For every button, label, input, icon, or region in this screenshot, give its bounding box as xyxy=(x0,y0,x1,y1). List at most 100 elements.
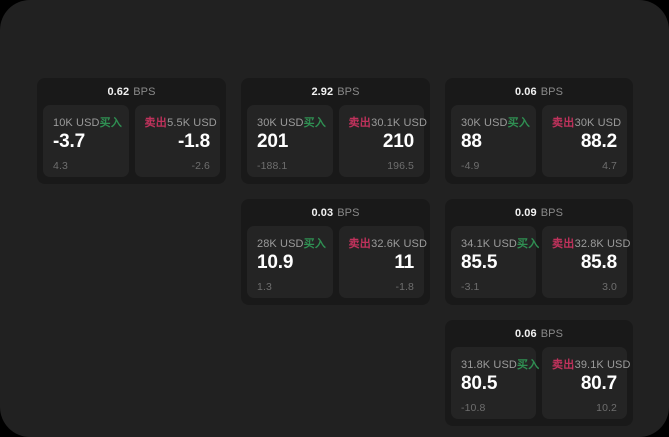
sell-price: 210 xyxy=(382,131,414,152)
spread-card[interactable]: 0.06 BPS 30K USD 买入 88 -4.9 卖出 30K USD 88.2 4.7 xyxy=(445,78,633,184)
bps-value: 0.09 xyxy=(514,207,537,219)
buy-price-row: 201 xyxy=(257,131,323,153)
sell-panel[interactable]: 卖出 39.1K USD 80.7 10.2 xyxy=(542,347,630,419)
bps-unit-label: BPS xyxy=(337,207,360,219)
sell-size-label: 32.8K USD xyxy=(574,238,631,250)
bps-value: 0.62 xyxy=(107,86,130,98)
buy-panel-top: 10K USD 买入 xyxy=(53,114,122,129)
bps-unit-label: BPS xyxy=(133,86,156,98)
buy-delta: 4.3 xyxy=(53,160,68,172)
sell-delta: -1.8 xyxy=(395,281,414,293)
sell-panel[interactable]: 卖出 30.1K USD 210 196.5 xyxy=(338,105,428,177)
bps-value: 0.06 xyxy=(514,328,537,340)
bps-unit-label: BPS xyxy=(337,86,360,98)
sell-size-label: 39.1K USD xyxy=(574,359,631,371)
buy-price-row: 80.5 xyxy=(461,373,526,395)
card-header: 0.62 BPS xyxy=(43,84,220,101)
buy-side-tag: 买入 xyxy=(99,117,123,129)
buy-delta: -188.1 xyxy=(257,160,288,172)
buy-delta: -4.9 xyxy=(461,160,480,172)
sell-side-tag: 卖出 xyxy=(144,117,168,129)
buy-delta-row: -10.8 xyxy=(461,398,526,414)
buy-delta: -3.1 xyxy=(461,281,480,293)
sell-panel-top: 卖出 39.1K USD xyxy=(552,356,630,371)
sell-side-tag: 卖出 xyxy=(552,238,575,250)
card-body: 31.8K USD 买入 80.5 -10.8 卖出 39.1K USD 80.7 10.2 xyxy=(451,347,630,419)
buy-price-row: 10.9 xyxy=(257,252,323,274)
sell-delta: -2.6 xyxy=(191,160,210,172)
sell-price: 80.7 xyxy=(580,373,617,394)
spread-card[interactable]: 2.92 BPS 30K USD 买入 201 -188.1 卖出 30.1K USD 210 1… xyxy=(241,78,430,184)
spread-card[interactable]: 0.03 BPS 28K USD 买入 10.9 1.3 卖出 32.6K USD 11 -1.8 xyxy=(241,199,430,305)
sell-panel-top: 卖出 32.8K USD xyxy=(552,235,630,250)
sell-delta-row: 10.2 xyxy=(552,398,617,414)
buy-panel[interactable]: 30K USD 买入 88 -4.9 xyxy=(451,105,536,177)
sell-size-label: 32.6K USD xyxy=(371,238,428,250)
sell-delta-row: 4.7 xyxy=(552,156,617,172)
bps-unit-label: BPS xyxy=(540,86,564,98)
buy-delta-row: 1.3 xyxy=(257,277,323,293)
sell-panel-top: 卖出 5.5K USD xyxy=(144,114,217,129)
buy-panel-top: 28K USD 买入 xyxy=(257,235,326,250)
sell-price: 88.2 xyxy=(580,131,617,152)
sell-delta: 3.0 xyxy=(602,281,617,293)
buy-price: 85.5 xyxy=(461,252,498,273)
sell-price-row: 88.2 xyxy=(552,131,617,153)
sell-size-label: 30K USD xyxy=(574,117,622,129)
sell-size-label: 5.5K USD xyxy=(167,117,217,129)
buy-panel-top: 34.1K USD 买入 xyxy=(461,235,539,250)
card-header: 0.06 BPS xyxy=(451,84,627,101)
card-body: 28K USD 买入 10.9 1.3 卖出 32.6K USD 11 -1.8 xyxy=(247,226,428,298)
sell-panel[interactable]: 卖出 5.5K USD -1.8 -2.6 xyxy=(134,105,220,177)
buy-price-row: 88 xyxy=(461,131,526,153)
buy-panel[interactable]: 31.8K USD 买入 80.5 -10.8 xyxy=(451,347,539,419)
spread-card[interactable]: 0.62 BPS 10K USD 买入 -3.7 4.3 卖出 5.5K USD -1.8 -2.… xyxy=(37,78,226,184)
sell-panel[interactable]: 卖出 32.6K USD 11 -1.8 xyxy=(338,226,428,298)
buy-delta-row: 4.3 xyxy=(53,156,119,172)
sell-side-tag: 卖出 xyxy=(348,238,372,250)
sell-panel-top: 卖出 30K USD xyxy=(552,114,621,129)
spread-card[interactable]: 0.09 BPS 34.1K USD 买入 85.5 -3.1 卖出 32.8K USD 85.… xyxy=(445,199,633,305)
spread-card-board: 0.62 BPS 10K USD 买入 -3.7 4.3 卖出 5.5K USD -1.8 -2.… xyxy=(37,78,634,426)
sell-delta: 4.7 xyxy=(602,160,617,172)
buy-size-label: 34.1K USD xyxy=(461,238,517,250)
buy-delta: 1.3 xyxy=(257,281,272,293)
sell-panel[interactable]: 卖出 30K USD 88.2 4.7 xyxy=(542,105,627,177)
buy-price: 88 xyxy=(461,131,482,152)
bps-unit-label: BPS xyxy=(540,207,564,219)
buy-price: 10.9 xyxy=(257,252,294,273)
buy-price: -3.7 xyxy=(53,131,85,152)
card-body: 30K USD 买入 201 -188.1 卖出 30.1K USD 210 196.5 xyxy=(247,105,428,177)
spread-card[interactable]: 0.06 BPS 31.8K USD 买入 80.5 -10.8 卖出 39.1K USD 80… xyxy=(445,320,633,426)
sell-delta-row: -2.6 xyxy=(145,156,211,172)
buy-size-label: 31.8K USD xyxy=(461,359,517,371)
sell-panel[interactable]: 卖出 32.8K USD 85.8 3.0 xyxy=(542,226,630,298)
sell-size-label: 30.1K USD xyxy=(371,117,428,129)
sell-delta-row: -1.8 xyxy=(349,277,415,293)
buy-delta: -10.8 xyxy=(461,402,486,414)
buy-size-label: 30K USD xyxy=(461,117,508,129)
buy-size-label: 10K USD xyxy=(53,117,100,129)
card-body: 10K USD 买入 -3.7 4.3 卖出 5.5K USD -1.8 -2.6 xyxy=(43,105,220,177)
buy-panel[interactable]: 28K USD 买入 10.9 1.3 xyxy=(247,226,333,298)
buy-delta-row: -188.1 xyxy=(257,156,323,172)
sell-price-row: 210 xyxy=(349,131,414,153)
sell-delta-row: 3.0 xyxy=(552,277,617,293)
card-header: 0.06 BPS xyxy=(451,326,627,343)
buy-delta-row: -3.1 xyxy=(461,277,526,293)
buy-size-label: 30K USD xyxy=(257,117,304,129)
card-column-2: 2.92 BPS 30K USD 买入 201 -188.1 卖出 30.1K USD 210 1… xyxy=(241,78,430,305)
bps-value: 0.03 xyxy=(311,207,334,219)
buy-panel[interactable]: 34.1K USD 买入 85.5 -3.1 xyxy=(451,226,539,298)
buy-side-tag: 买入 xyxy=(507,117,531,129)
sell-price: 85.8 xyxy=(580,252,617,273)
sell-delta-row: 196.5 xyxy=(349,156,415,172)
card-body: 30K USD 买入 88 -4.9 卖出 30K USD 88.2 4.7 xyxy=(451,105,627,177)
buy-delta-row: -4.9 xyxy=(461,156,526,172)
buy-price-row: -3.7 xyxy=(53,131,119,153)
card-header: 2.92 BPS xyxy=(247,84,424,101)
sell-price-row: 80.7 xyxy=(552,373,617,395)
buy-panel[interactable]: 10K USD 买入 -3.7 4.3 xyxy=(43,105,129,177)
bps-value: 0.06 xyxy=(514,86,537,98)
buy-panel[interactable]: 30K USD 买入 201 -188.1 xyxy=(247,105,333,177)
